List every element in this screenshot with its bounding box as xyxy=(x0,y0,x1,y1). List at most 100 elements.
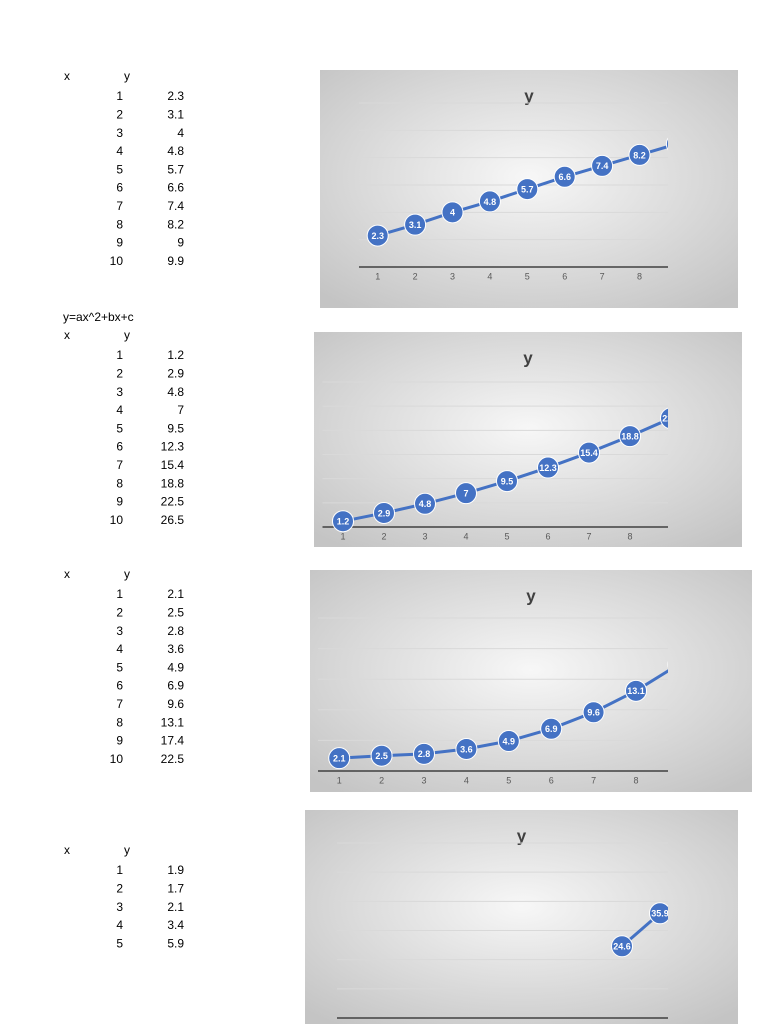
cell-y: 1.9 xyxy=(167,863,184,877)
cell-y: 22.5 xyxy=(161,495,185,509)
cell-y: 4.8 xyxy=(167,144,184,158)
marker xyxy=(404,213,427,236)
cell-x: 1 xyxy=(116,348,123,362)
x-tick-label: 8 xyxy=(637,271,642,281)
cell-y: 5.9 xyxy=(167,936,184,950)
cell-x: 1 xyxy=(116,89,123,103)
cell-x: 3 xyxy=(116,900,123,914)
cell-x: 4 xyxy=(116,144,123,158)
marker xyxy=(619,425,641,448)
cell-y: 7 xyxy=(177,403,184,417)
cell-y: 7.4 xyxy=(167,199,184,213)
marker xyxy=(455,737,478,760)
header-x: x xyxy=(64,69,70,83)
marker xyxy=(625,679,647,702)
marker xyxy=(611,935,633,958)
x-tick-label: 2 xyxy=(413,271,418,281)
cell-x: 6 xyxy=(116,181,123,195)
x-tick-label: 5 xyxy=(525,271,530,281)
marker xyxy=(478,190,501,213)
cell-y: 6.6 xyxy=(167,181,184,195)
data-label: 9.6 xyxy=(587,708,600,718)
header-y: y xyxy=(124,843,130,857)
cell-y: 4 xyxy=(177,126,184,140)
cell-x: 10 xyxy=(110,513,124,527)
cell-x: 7 xyxy=(116,697,123,711)
data-label: 4 xyxy=(450,208,455,218)
header-y: y xyxy=(124,69,130,83)
x-tick-label: 6 xyxy=(562,271,567,281)
cell-x: 8 xyxy=(116,217,123,231)
marker xyxy=(628,143,651,166)
marker xyxy=(497,730,520,753)
marker xyxy=(591,154,614,177)
cell-y: 8.2 xyxy=(167,217,184,231)
data-label: 4.8 xyxy=(419,499,432,509)
chart-title: y xyxy=(523,348,533,367)
marker xyxy=(413,742,435,765)
cell-x: 10 xyxy=(110,752,124,766)
marker xyxy=(366,224,389,247)
header-x: x xyxy=(64,567,70,581)
x-tick-label: 2 xyxy=(379,775,384,785)
cell-y: 3.4 xyxy=(167,918,184,932)
cell-x: 8 xyxy=(116,476,123,490)
cell-x: 3 xyxy=(116,624,123,638)
data-label: 2.5 xyxy=(375,751,388,761)
cell-x: 1 xyxy=(116,587,123,601)
x-tick-label: 3 xyxy=(422,531,427,541)
x-tick-label: 7 xyxy=(591,775,596,785)
x-tick-label: 8 xyxy=(633,775,638,785)
cell-y: 17.4 xyxy=(161,734,185,748)
marker xyxy=(332,510,354,533)
cell-x: 4 xyxy=(116,403,123,417)
marker xyxy=(455,482,477,505)
x-tick-label: 6 xyxy=(549,775,554,785)
cell-x: 5 xyxy=(116,660,123,674)
data-label: 13.1 xyxy=(627,686,645,696)
x-tick-label: 6 xyxy=(545,531,550,541)
data-label: 2.1 xyxy=(333,754,346,764)
cell-y: 3.6 xyxy=(167,642,184,656)
data-label: 6.9 xyxy=(545,724,558,734)
data-label: 12.3 xyxy=(539,463,557,473)
marker xyxy=(537,456,559,479)
marker xyxy=(373,501,395,524)
cell-x: 5 xyxy=(116,162,123,176)
marker xyxy=(553,165,576,188)
cell-x: 1 xyxy=(116,863,123,877)
cell-y: 4.9 xyxy=(167,660,184,674)
data-label: 9.5 xyxy=(501,476,514,486)
cell-y: 9.9 xyxy=(167,254,184,268)
cell-x: 6 xyxy=(116,679,123,693)
x-tick-label: 2 xyxy=(381,531,386,541)
cell-x: 9 xyxy=(116,734,123,748)
data-label: 3.6 xyxy=(460,744,473,754)
x-tick-label: 1 xyxy=(340,531,345,541)
cell-y: 9.5 xyxy=(167,421,184,435)
data-label: 6.6 xyxy=(558,172,571,182)
data-label: 7.4 xyxy=(596,161,609,171)
cell-x: 7 xyxy=(116,199,123,213)
chart-title: y xyxy=(517,826,527,845)
chart-title: y xyxy=(524,86,534,105)
data-label: 24.6 xyxy=(613,942,631,952)
chart-title: y xyxy=(526,586,536,605)
marker xyxy=(540,717,563,740)
cell-y: 22.5 xyxy=(161,752,185,766)
x-tick-label: 7 xyxy=(586,531,591,541)
cell-x: 2 xyxy=(116,605,123,619)
cell-y: 2.1 xyxy=(167,900,184,914)
x-tick-label: 3 xyxy=(421,775,426,785)
cell-x: 8 xyxy=(116,715,123,729)
cell-y: 9.6 xyxy=(167,697,184,711)
marker xyxy=(496,470,518,493)
header-x: x xyxy=(64,328,70,342)
header-y: y xyxy=(124,328,130,342)
data-label: 8.2 xyxy=(633,150,646,160)
x-tick-label: 8 xyxy=(627,531,632,541)
cell-x: 9 xyxy=(116,495,123,509)
header-x: x xyxy=(64,843,70,857)
cell-y: 4.8 xyxy=(167,385,184,399)
